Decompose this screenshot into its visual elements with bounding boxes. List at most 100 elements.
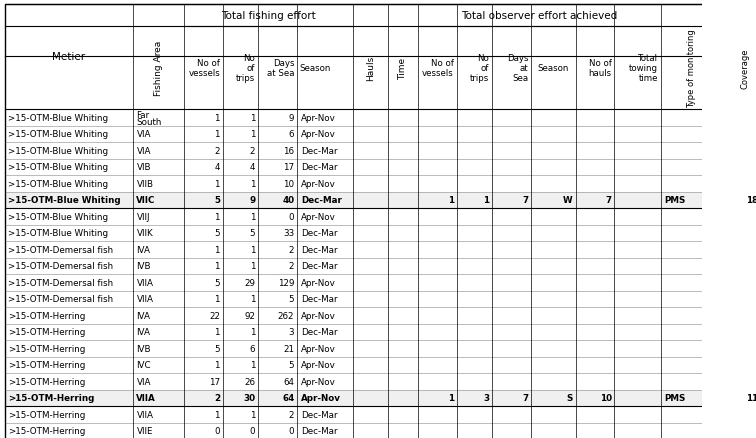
Text: PMS: PMS (665, 393, 686, 403)
Text: VIIA: VIIA (136, 393, 156, 403)
Text: >15-OTM-Herring: >15-OTM-Herring (8, 410, 85, 419)
Text: 1: 1 (249, 328, 256, 336)
Text: IVB: IVB (136, 261, 151, 271)
Text: 17: 17 (209, 377, 220, 386)
Text: 1: 1 (215, 295, 220, 304)
Text: Fishing Area: Fishing Area (153, 41, 163, 96)
Text: 1: 1 (215, 261, 220, 271)
Text: 1: 1 (249, 245, 256, 254)
Text: >15-OTM-Demersal fish: >15-OTM-Demersal fish (8, 278, 113, 287)
Text: 33: 33 (283, 229, 294, 238)
Text: PMS: PMS (665, 196, 686, 205)
Text: >15-OTM-Blue Whiting: >15-OTM-Blue Whiting (8, 113, 108, 123)
Text: IVA: IVA (136, 245, 150, 254)
Text: VIIA: VIIA (136, 278, 153, 287)
Text: Dec-Mar: Dec-Mar (301, 410, 337, 419)
Text: 5: 5 (215, 344, 220, 353)
Text: >15-OTM-Herring: >15-OTM-Herring (8, 393, 94, 403)
Text: Dec-Mar: Dec-Mar (301, 328, 337, 336)
Text: 17: 17 (284, 163, 294, 172)
Text: Dec-Mar: Dec-Mar (301, 196, 342, 205)
Text: 2: 2 (289, 245, 294, 254)
Text: VIA: VIA (136, 130, 151, 139)
Text: Dec-Mar: Dec-Mar (301, 295, 337, 304)
Text: Days
at
Sea: Days at Sea (507, 53, 528, 83)
Text: >15-OTM-Blue Whiting: >15-OTM-Blue Whiting (8, 196, 121, 205)
Text: 6: 6 (289, 130, 294, 139)
Text: Apr-Nov: Apr-Nov (301, 360, 336, 369)
Text: Dec-Mar: Dec-Mar (301, 146, 337, 155)
Text: 92: 92 (244, 311, 256, 320)
Text: 1: 1 (215, 212, 220, 221)
Text: 262: 262 (277, 311, 294, 320)
Text: 4: 4 (215, 163, 220, 172)
Text: 3: 3 (289, 328, 294, 336)
Text: 2: 2 (215, 146, 220, 155)
Text: S: S (566, 393, 573, 403)
Text: 1: 1 (249, 360, 256, 369)
Text: 1: 1 (215, 328, 220, 336)
Text: 0: 0 (289, 212, 294, 221)
Text: Apr-Nov: Apr-Nov (301, 179, 336, 188)
Text: 1: 1 (249, 261, 256, 271)
Text: 1: 1 (215, 113, 220, 123)
Text: 5: 5 (249, 229, 256, 238)
Text: 7: 7 (522, 393, 528, 403)
Text: 0: 0 (215, 426, 220, 435)
Text: 5: 5 (289, 360, 294, 369)
Text: 0: 0 (249, 426, 256, 435)
Text: Total fishing effort: Total fishing effort (221, 11, 316, 21)
Text: 7: 7 (522, 196, 528, 205)
Text: No of
hauls: No of hauls (589, 59, 612, 78)
Text: 5: 5 (214, 196, 220, 205)
Text: VIIK: VIIK (136, 229, 153, 238)
Text: VIIA: VIIA (136, 410, 153, 419)
Text: 129: 129 (277, 278, 294, 287)
Text: Hauls: Hauls (366, 56, 375, 81)
Text: VIIJ: VIIJ (136, 212, 150, 221)
Text: VIA: VIA (136, 146, 151, 155)
Text: 26: 26 (244, 377, 256, 386)
Text: 1: 1 (448, 196, 454, 205)
Text: Apr-Nov: Apr-Nov (301, 278, 336, 287)
Text: Apr-Nov: Apr-Nov (301, 377, 336, 386)
Text: 0: 0 (289, 426, 294, 435)
Text: 5: 5 (215, 229, 220, 238)
Text: >15-OTM-Blue Whiting: >15-OTM-Blue Whiting (8, 146, 108, 155)
Text: Dec-Mar: Dec-Mar (301, 229, 337, 238)
Text: 29: 29 (244, 278, 256, 287)
Text: Coverage: Coverage (741, 48, 750, 88)
Text: 1: 1 (249, 295, 256, 304)
Text: VIA: VIA (136, 377, 151, 386)
Text: Dec-Mar: Dec-Mar (301, 245, 337, 254)
Text: No
of
trips: No of trips (236, 53, 256, 83)
Text: IVC: IVC (136, 360, 151, 369)
Text: >15-OTM-Blue Whiting: >15-OTM-Blue Whiting (8, 229, 108, 238)
Text: 1: 1 (249, 179, 256, 188)
Text: 10: 10 (284, 179, 294, 188)
Text: 1: 1 (249, 130, 256, 139)
Text: 1: 1 (249, 410, 256, 419)
Text: 40: 40 (282, 196, 294, 205)
Text: >15-OTM-Blue Whiting: >15-OTM-Blue Whiting (8, 130, 108, 139)
Text: 3: 3 (483, 393, 489, 403)
Text: >15-OTM-Herring: >15-OTM-Herring (8, 426, 85, 435)
Text: 10: 10 (600, 393, 612, 403)
Text: Season: Season (538, 64, 569, 73)
Text: Metier: Metier (52, 53, 85, 62)
Text: Type of monitoring: Type of monitoring (686, 29, 696, 108)
Text: >15-OTM-Herring: >15-OTM-Herring (8, 328, 85, 336)
Text: Far: Far (136, 111, 150, 120)
Text: Apr-Nov: Apr-Nov (301, 344, 336, 353)
Text: VIIC: VIIC (136, 196, 156, 205)
Text: >15-OTM-Blue Whiting: >15-OTM-Blue Whiting (8, 179, 108, 188)
Text: 2: 2 (289, 261, 294, 271)
Text: VIIE: VIIE (136, 426, 153, 435)
Text: Days
at Sea: Days at Sea (267, 59, 294, 78)
Text: 1: 1 (249, 212, 256, 221)
Text: >15-OTM-Blue Whiting: >15-OTM-Blue Whiting (8, 212, 108, 221)
Text: VIB: VIB (136, 163, 151, 172)
Text: 1: 1 (215, 130, 220, 139)
Text: Apr-Nov: Apr-Nov (301, 113, 336, 123)
Text: 1: 1 (215, 410, 220, 419)
